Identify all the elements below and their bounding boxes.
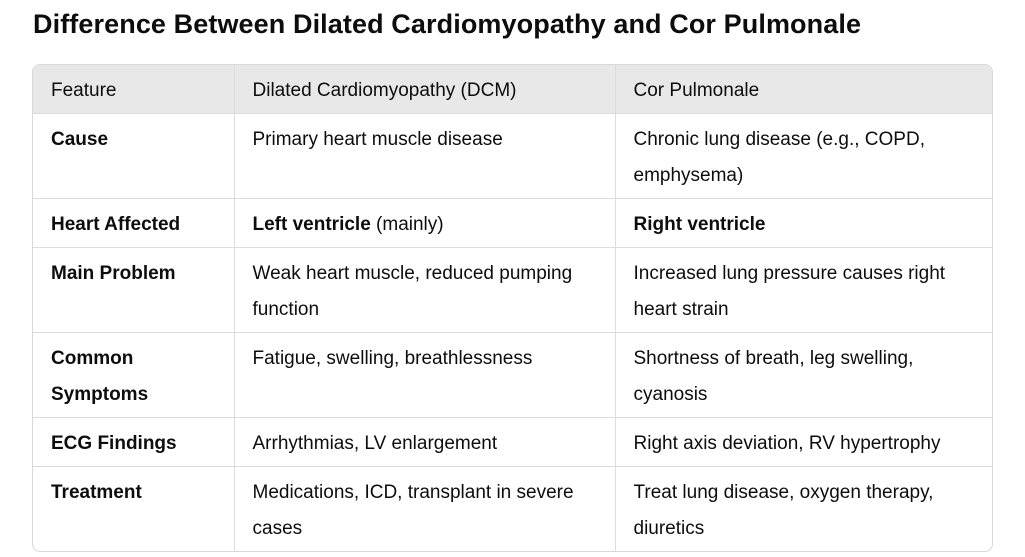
- cell-cor-main-problem: Increased lung pressure causes right hea…: [615, 247, 992, 333]
- cell-cor-cause: Chronic lung disease (e.g., COPD, emphys…: [615, 113, 992, 199]
- header-dcm: Dilated Cardiomyopathy (DCM): [234, 65, 616, 114]
- cell-dcm-common-symptoms: Fatigue, swelling, breathlessness: [234, 332, 616, 418]
- comparison-table: Feature Dilated Cardiomyopathy (DCM) Cor…: [33, 65, 992, 551]
- cell-dcm-cause: Primary heart muscle disease: [234, 113, 616, 199]
- row-feature-main-problem: Main Problem: [33, 247, 235, 333]
- cell-dcm-heart-affected-emphasis: Left ventricle: [252, 214, 371, 235]
- cell-cor-ecg-findings: Right axis deviation, RV hypertrophy: [615, 417, 992, 467]
- row-feature-cause: Cause: [33, 113, 235, 199]
- table-row: Main Problem Weak heart muscle, reduced …: [33, 247, 992, 333]
- header-feature: Feature: [33, 65, 235, 114]
- table-header: Feature Dilated Cardiomyopathy (DCM) Cor…: [33, 65, 992, 114]
- table-row: Common Symptoms Fatigue, swelling, breat…: [33, 332, 992, 418]
- row-feature-treatment: Treatment: [33, 466, 235, 551]
- header-row: Feature Dilated Cardiomyopathy (DCM) Cor…: [33, 65, 992, 114]
- table-body: Cause Primary heart muscle disease Chron…: [33, 113, 992, 551]
- table-row: Cause Primary heart muscle disease Chron…: [33, 113, 992, 199]
- cell-dcm-main-problem: Weak heart muscle, reduced pumping funct…: [234, 247, 616, 333]
- cell-dcm-ecg-findings: Arrhythmias, LV enlargement: [234, 417, 616, 467]
- row-feature-ecg-findings: ECG Findings: [33, 417, 235, 467]
- cell-cor-common-symptoms: Shortness of breath, leg swelling, cyano…: [615, 332, 992, 418]
- row-feature-common-symptoms: Common Symptoms: [33, 332, 235, 418]
- cell-cor-heart-affected: Right ventricle: [615, 198, 992, 248]
- cell-dcm-treatment: Medications, ICD, transplant in severe c…: [234, 466, 616, 551]
- table-row: ECG Findings Arrhythmias, LV enlargement…: [33, 417, 992, 467]
- row-feature-heart-affected: Heart Affected: [33, 198, 235, 248]
- table-row: Treatment Medications, ICD, transplant i…: [33, 466, 992, 551]
- table-row: Heart Affected Left ventricle (mainly) R…: [33, 198, 992, 248]
- cell-dcm-heart-affected: Left ventricle (mainly): [234, 198, 616, 248]
- page-title: Difference Between Dilated Cardiomyopath…: [33, 9, 862, 39]
- cell-cor-heart-affected-emphasis: Right ventricle: [633, 214, 766, 235]
- cell-dcm-heart-affected-note: (mainly): [370, 214, 444, 235]
- comparison-table-container: Feature Dilated Cardiomyopathy (DCM) Cor…: [32, 64, 993, 552]
- cell-cor-treatment: Treat lung disease, oxygen therapy, diur…: [633, 482, 934, 539]
- header-cor-pulmonale: Cor Pulmonale: [615, 65, 992, 114]
